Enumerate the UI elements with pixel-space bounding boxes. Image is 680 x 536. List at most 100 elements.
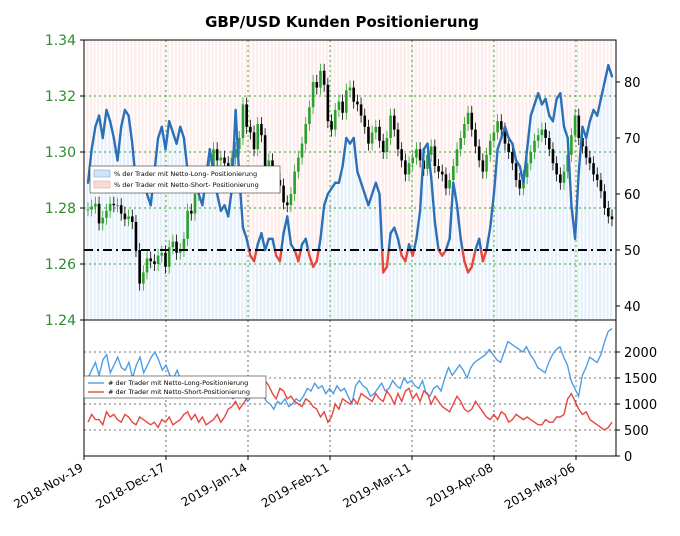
short-area [377, 40, 380, 194]
long-area [200, 205, 203, 320]
long-area [385, 266, 388, 320]
candle-body [160, 252, 164, 256]
long-area [458, 238, 462, 320]
short-area [226, 40, 229, 217]
candle-body [389, 115, 392, 138]
candle-body [551, 149, 555, 164]
long-area [480, 261, 484, 320]
net-short-traders-line [87, 379, 613, 431]
long-area [499, 138, 502, 320]
candle-body [555, 163, 558, 175]
long-area [159, 126, 163, 320]
candle-body [333, 110, 337, 130]
candle-body [304, 124, 308, 144]
short-area [451, 40, 454, 183]
short-area [248, 40, 251, 256]
candle-body [116, 205, 119, 207]
pct-segment [429, 175, 437, 224]
short-area [499, 40, 502, 138]
short-area [108, 40, 111, 122]
short-area [381, 40, 384, 273]
long-area [543, 98, 546, 320]
left-tick-label: 1.30 [45, 145, 76, 161]
long-area [182, 138, 185, 320]
pct-segment [503, 125, 510, 140]
candle-body [437, 166, 440, 172]
candle-body [378, 126, 381, 141]
pct-segment [341, 136, 348, 168]
short-area [547, 40, 550, 116]
short-area [407, 40, 410, 245]
long-area [573, 238, 576, 320]
candle-body [219, 157, 223, 161]
long-area [259, 233, 262, 320]
bottom-legend: # der Trader mit Netto-Long-Positionieru… [83, 375, 267, 399]
long-area [440, 255, 443, 320]
long-area [285, 216, 288, 320]
long-area [433, 222, 436, 320]
long-area [211, 171, 214, 320]
long-area [469, 266, 473, 320]
short-area [469, 40, 473, 267]
candle-body [418, 149, 422, 161]
long-area [569, 205, 572, 320]
long-area [292, 250, 296, 320]
long-area [263, 250, 266, 320]
left-tick-label: 1.28 [45, 201, 76, 217]
short-area [521, 40, 524, 183]
candle-body [315, 82, 319, 88]
long-area [447, 238, 451, 320]
long-area [410, 255, 414, 320]
pct-segment [387, 231, 392, 252]
pct-segment [378, 192, 384, 252]
short-area [385, 40, 388, 267]
pct-segment [245, 237, 251, 252]
candle-body [171, 241, 175, 248]
long-area [244, 238, 248, 320]
long-area [100, 138, 104, 320]
long-area [451, 182, 454, 320]
long-area [536, 93, 539, 320]
candle-body [97, 203, 101, 224]
pct-segment [315, 248, 320, 263]
pct-segment [101, 108, 108, 140]
candle-body [252, 132, 256, 150]
legend-short-traders-label: # der Trader mit Netto-Short-Positionier… [108, 388, 250, 396]
short-area [591, 40, 594, 110]
pct-segment [164, 119, 171, 151]
candle-body [86, 209, 90, 211]
short-area [270, 40, 273, 239]
candle-body [282, 185, 285, 203]
short-area [525, 40, 528, 150]
long-area [215, 194, 218, 320]
pct-segment [127, 114, 134, 145]
short-area [134, 40, 137, 183]
short-area [185, 40, 189, 172]
candle-body [267, 160, 271, 166]
long-area [163, 149, 166, 320]
candle-body [496, 121, 499, 133]
short-area [115, 40, 118, 161]
pct-segment [116, 125, 123, 162]
candle-body [536, 135, 540, 141]
long-area [329, 188, 332, 320]
candle-body [167, 247, 171, 267]
short-area [289, 40, 292, 245]
long-area [296, 261, 299, 320]
long-area [178, 126, 181, 320]
candle-body [90, 206, 93, 210]
candle-body [511, 152, 514, 164]
short-area [237, 40, 240, 178]
long-area [300, 244, 303, 320]
long-area [429, 177, 432, 320]
candle-body [256, 124, 260, 150]
candle-body [407, 163, 411, 175]
short-area [606, 40, 609, 66]
pct-segment [297, 248, 302, 263]
pct-segment [599, 80, 606, 101]
long-area [89, 149, 93, 320]
long-area [510, 143, 513, 320]
candle-body [319, 70, 322, 88]
short-area [178, 40, 181, 127]
pct-segment [167, 119, 175, 134]
